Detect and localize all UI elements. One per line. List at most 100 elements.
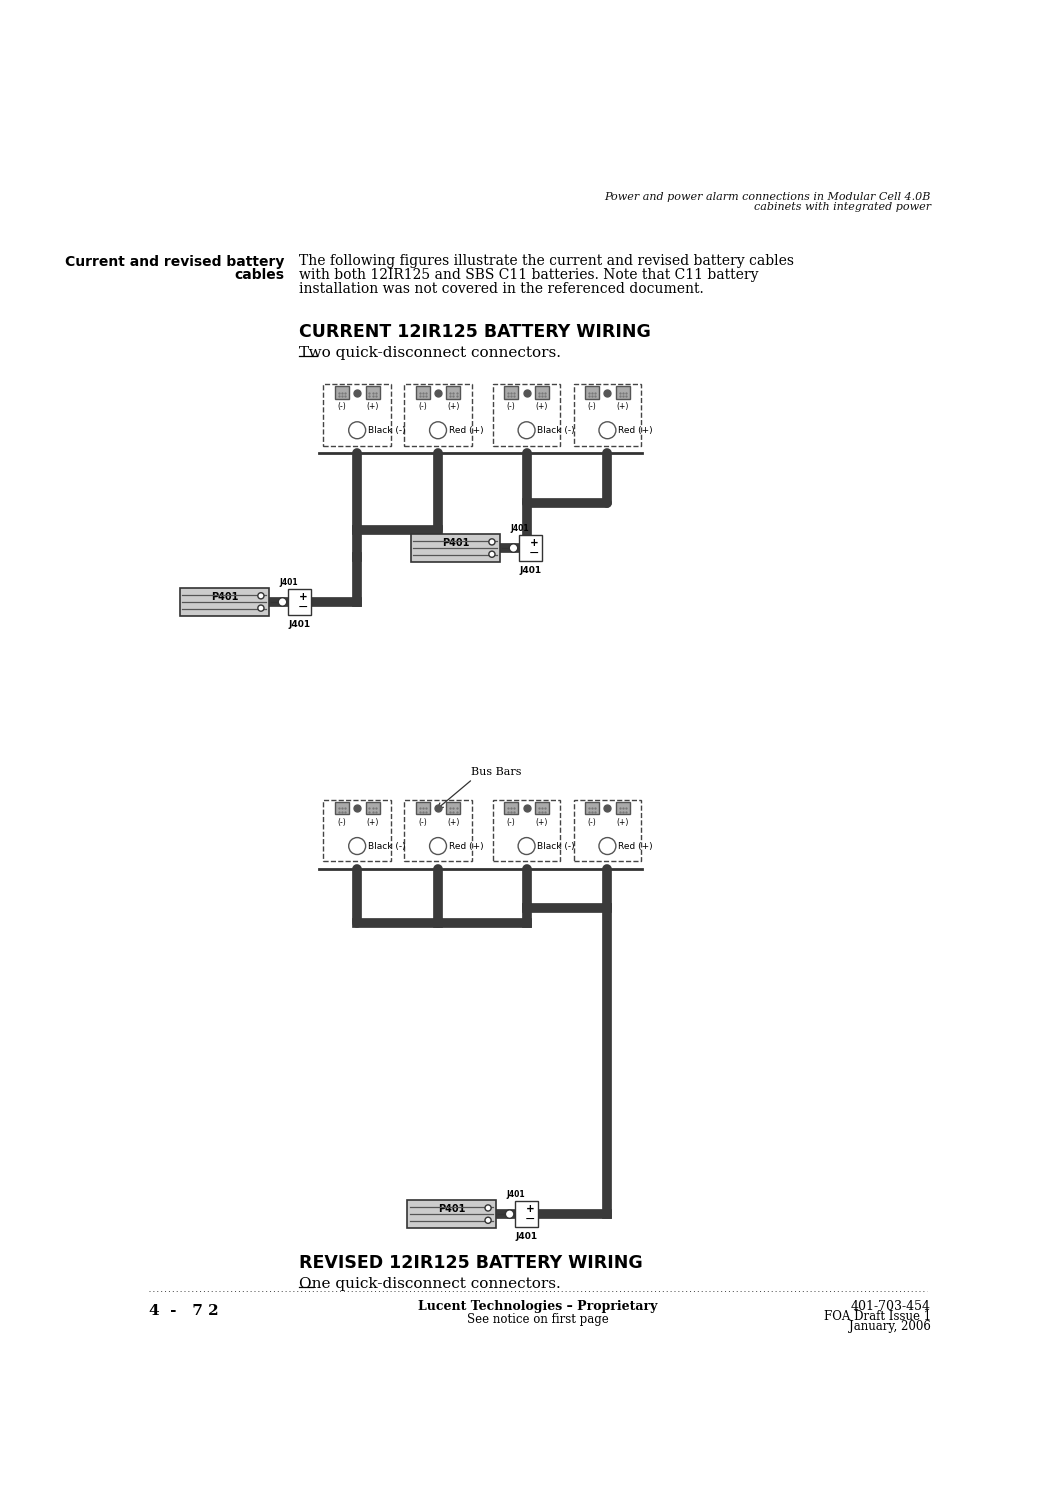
Text: (-): (-) <box>507 818 516 827</box>
Text: January, 2006: January, 2006 <box>849 1320 931 1334</box>
Text: P401: P401 <box>211 592 238 602</box>
Text: with both 12IR125 and SBS C11 batteries. Note that C11 battery: with both 12IR125 and SBS C11 batteries.… <box>299 268 759 282</box>
Text: +: + <box>298 592 308 602</box>
Circle shape <box>258 592 264 598</box>
Text: 401-703-454: 401-703-454 <box>850 1300 931 1314</box>
Circle shape <box>489 550 495 558</box>
Bar <box>573 800 642 861</box>
Bar <box>616 387 630 399</box>
Text: −: − <box>525 1214 536 1227</box>
Text: cables: cables <box>234 268 284 282</box>
Text: (+): (+) <box>616 402 629 411</box>
Circle shape <box>485 1216 491 1224</box>
Circle shape <box>518 837 536 855</box>
Bar <box>404 800 471 861</box>
Circle shape <box>258 604 264 610</box>
Circle shape <box>349 422 365 438</box>
Text: Black (-): Black (-) <box>368 426 405 435</box>
Bar <box>181 588 269 616</box>
Text: J401: J401 <box>289 620 311 628</box>
Text: Red (+): Red (+) <box>448 426 483 435</box>
Text: Power and power alarm connections in Modular Cell 4.0B: Power and power alarm connections in Mod… <box>605 192 931 201</box>
Text: Red (+): Red (+) <box>448 842 483 850</box>
Circle shape <box>485 1204 491 1210</box>
Bar <box>407 1200 496 1228</box>
Bar <box>446 387 460 399</box>
Bar <box>536 802 549 814</box>
Bar <box>536 387 549 399</box>
Text: Bus Bars: Bus Bars <box>470 766 521 777</box>
Text: (+): (+) <box>447 818 460 827</box>
Text: (+): (+) <box>447 402 460 411</box>
Circle shape <box>598 422 616 438</box>
Bar <box>492 800 561 861</box>
Bar <box>323 800 391 861</box>
Circle shape <box>429 422 446 438</box>
Text: (-): (-) <box>418 818 427 827</box>
Text: (+): (+) <box>366 818 379 827</box>
Text: Red (+): Red (+) <box>618 426 653 435</box>
Bar <box>504 802 518 814</box>
Text: P401: P401 <box>438 1204 465 1214</box>
Text: J401: J401 <box>516 1232 538 1240</box>
Text: (+): (+) <box>536 818 548 827</box>
Bar <box>446 802 460 814</box>
Text: P401: P401 <box>442 538 469 548</box>
Text: +: + <box>526 1204 534 1215</box>
Bar <box>516 1202 539 1227</box>
Circle shape <box>489 538 495 544</box>
Circle shape <box>429 837 446 855</box>
Bar <box>335 387 349 399</box>
Circle shape <box>509 544 518 552</box>
Text: REVISED 12IR125 BATTERY WIRING: REVISED 12IR125 BATTERY WIRING <box>299 1254 644 1272</box>
Text: (-): (-) <box>337 402 346 411</box>
Text: Black (-): Black (-) <box>538 842 575 850</box>
Text: The following figures illustrate the current and revised battery cables: The following figures illustrate the cur… <box>299 254 795 268</box>
Bar <box>519 536 542 561</box>
Text: Two quick-disconnect connectors.: Two quick-disconnect connectors. <box>299 346 562 360</box>
Bar <box>492 384 561 446</box>
Bar <box>573 384 642 446</box>
Text: (-): (-) <box>337 818 346 827</box>
Text: (-): (-) <box>588 402 596 411</box>
Text: 4  -   7 2: 4 - 7 2 <box>149 1304 218 1318</box>
Text: (-): (-) <box>507 402 516 411</box>
Text: FOA Draft Issue 1: FOA Draft Issue 1 <box>823 1311 931 1323</box>
Bar <box>616 802 630 814</box>
Circle shape <box>349 837 365 855</box>
Bar <box>335 802 349 814</box>
Text: Current and revised battery: Current and revised battery <box>65 255 284 270</box>
Text: +: + <box>529 538 539 549</box>
Text: −: − <box>297 602 308 613</box>
Text: cabinets with integrated power: cabinets with integrated power <box>754 201 931 211</box>
Text: (+): (+) <box>616 818 629 827</box>
Text: J401: J401 <box>279 578 298 586</box>
Text: CURRENT 12IR125 BATTERY WIRING: CURRENT 12IR125 BATTERY WIRING <box>299 322 651 340</box>
Bar <box>365 802 379 814</box>
Text: −: − <box>528 548 539 561</box>
Bar <box>323 384 391 446</box>
Circle shape <box>278 597 287 606</box>
Circle shape <box>505 1210 513 1218</box>
Text: Black (-): Black (-) <box>368 842 405 850</box>
Text: installation was not covered in the referenced document.: installation was not covered in the refe… <box>299 282 705 296</box>
Text: (+): (+) <box>536 402 548 411</box>
Bar <box>288 590 311 615</box>
Text: J401: J401 <box>506 1190 525 1198</box>
Text: Lucent Technologies – Proprietary: Lucent Technologies – Proprietary <box>419 1300 657 1314</box>
Bar <box>416 387 429 399</box>
Bar <box>585 387 598 399</box>
Circle shape <box>518 422 536 438</box>
Bar <box>404 384 471 446</box>
Text: J401: J401 <box>510 524 529 532</box>
Circle shape <box>598 837 616 855</box>
Bar <box>412 534 500 562</box>
Text: Red (+): Red (+) <box>618 842 653 850</box>
Bar <box>585 802 598 814</box>
Text: (-): (-) <box>588 818 596 827</box>
Text: J401: J401 <box>520 566 542 574</box>
Bar <box>416 802 429 814</box>
Bar <box>504 387 518 399</box>
Text: See notice on first page: See notice on first page <box>467 1312 609 1326</box>
Text: One quick-disconnect connectors.: One quick-disconnect connectors. <box>299 1278 561 1292</box>
